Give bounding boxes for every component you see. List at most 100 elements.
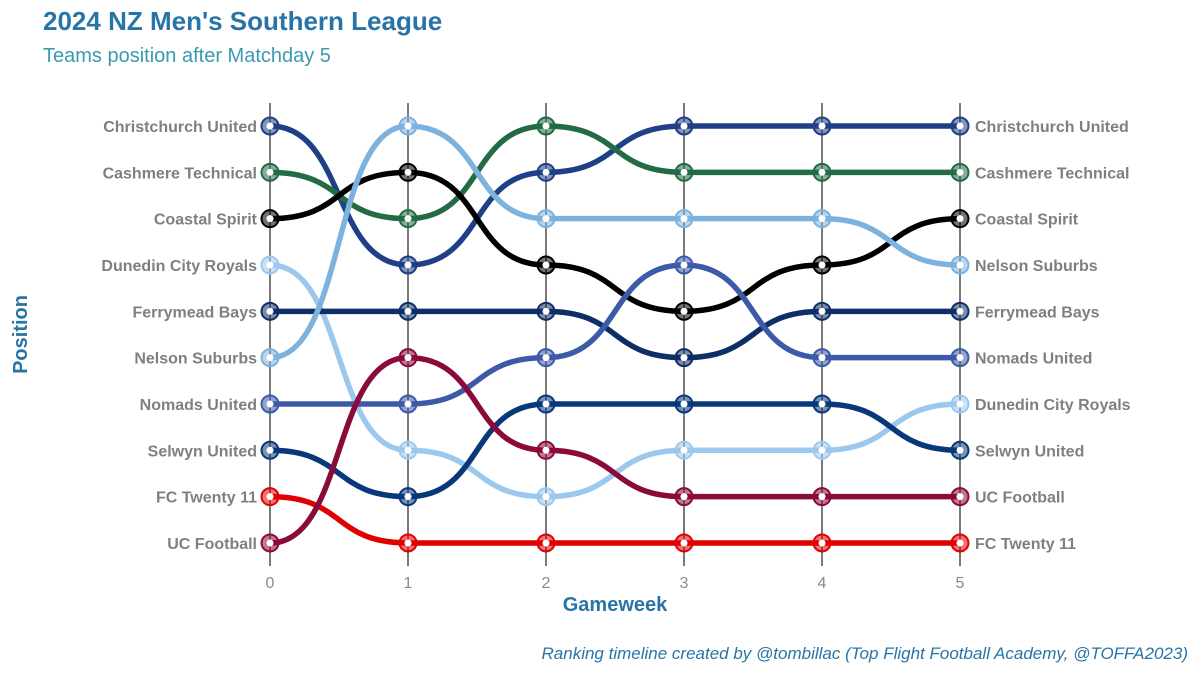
chart-subtitle: Teams position after Matchday 5: [43, 45, 331, 67]
data-point-center-9-1: [404, 354, 412, 362]
series-line-7: [267, 401, 963, 500]
x-tick-label: 0: [266, 575, 275, 592]
right-team-label: Selwyn United: [975, 443, 1084, 460]
data-point-center-2-0: [266, 215, 274, 223]
data-point-center-9-0: [266, 539, 274, 547]
data-point-center-4-3: [680, 354, 688, 362]
data-point-center-2-4: [818, 261, 826, 269]
right-team-label: Ferrymead Bays: [975, 304, 1100, 321]
data-point-center-3-1: [404, 446, 412, 454]
data-point-center-6-1: [404, 400, 412, 408]
data-point-center-4-5: [956, 307, 964, 315]
right-team-label: Coastal Spirit: [975, 212, 1079, 229]
data-point-center-4-1: [404, 307, 412, 315]
data-point-center-9-3: [680, 493, 688, 501]
data-point-center-5-4: [818, 215, 826, 223]
data-point-center-9-4: [818, 493, 826, 501]
series-line-5: [267, 123, 963, 361]
data-point-center-2-3: [680, 307, 688, 315]
data-point-center-5-5: [956, 261, 964, 269]
y-axis-title: Position: [10, 295, 32, 374]
data-point-center-0-3: [680, 122, 688, 130]
left-team-label: Cashmere Technical: [103, 165, 257, 182]
left-team-label: Nelson Suburbs: [134, 351, 257, 368]
data-point-center-5-0: [266, 354, 274, 362]
data-point-center-0-1: [404, 261, 412, 269]
data-point-center-7-5: [956, 446, 964, 454]
data-point-center-9-2: [542, 446, 550, 454]
data-point-center-5-3: [680, 215, 688, 223]
data-point-center-0-2: [542, 168, 550, 176]
data-point-center-0-0: [266, 122, 274, 130]
data-point-center-8-2: [542, 539, 550, 547]
series-line-9: [267, 354, 963, 546]
data-point-center-6-3: [680, 261, 688, 269]
series-line-8: [267, 493, 963, 546]
data-point-center-7-3: [680, 400, 688, 408]
data-point-center-0-4: [818, 122, 826, 130]
chart-title: 2024 NZ Men's Southern League: [43, 6, 443, 36]
right-team-label: UC Football: [975, 490, 1065, 507]
data-point-center-8-5: [956, 539, 964, 547]
data-point-center-3-4: [818, 446, 826, 454]
data-point-center-7-1: [404, 493, 412, 501]
left-team-label: Nomads United: [140, 397, 257, 414]
data-point-center-6-4: [818, 354, 826, 362]
right-team-label: Nomads United: [975, 351, 1092, 368]
data-point-center-1-1: [404, 215, 412, 223]
data-point-center-1-5: [956, 168, 964, 176]
right-team-label: Christchurch United: [975, 119, 1129, 136]
data-point-center-1-0: [266, 168, 274, 176]
x-tick-label: 5: [956, 575, 965, 592]
data-point-center-5-1: [404, 122, 412, 130]
data-point-center-7-2: [542, 400, 550, 408]
data-point-center-3-0: [266, 261, 274, 269]
data-point-center-3-3: [680, 446, 688, 454]
data-point-center-8-4: [818, 539, 826, 547]
left-team-label: UC Football: [167, 536, 257, 553]
data-point-center-2-1: [404, 168, 412, 176]
data-point-center-0-5: [956, 122, 964, 130]
data-point-center-4-0: [266, 307, 274, 315]
series-line-3: [267, 262, 963, 500]
data-point-center-9-5: [956, 493, 964, 501]
left-team-label: Christchurch United: [103, 119, 257, 136]
x-tick-label: 2: [542, 575, 551, 592]
right-team-label: Nelson Suburbs: [975, 258, 1098, 275]
data-point-center-6-5: [956, 354, 964, 362]
right-team-label: Cashmere Technical: [975, 165, 1129, 182]
series-line-1: [267, 123, 963, 222]
left-team-label: Ferrymead Bays: [132, 304, 257, 321]
series-line-2: [267, 169, 963, 315]
data-point-center-2-5: [956, 215, 964, 223]
data-point-center-4-4: [818, 307, 826, 315]
right-team-label: FC Twenty 11: [975, 536, 1076, 553]
x-tick-label: 1: [404, 575, 413, 592]
data-point-center-1-4: [818, 168, 826, 176]
data-point-center-7-0: [266, 446, 274, 454]
data-point-center-3-2: [542, 493, 550, 501]
left-team-label: Dunedin City Royals: [101, 258, 257, 275]
left-team-label: Coastal Spirit: [154, 212, 258, 229]
data-point-center-4-2: [542, 307, 550, 315]
data-point-center-8-1: [404, 539, 412, 547]
data-point-center-3-5: [956, 400, 964, 408]
chart-caption: Ranking timeline created by @tombillac (…: [541, 644, 1188, 663]
data-point-center-1-3: [680, 168, 688, 176]
series-line-4: [267, 308, 963, 361]
x-tick-label: 3: [680, 575, 689, 592]
data-point-center-7-4: [818, 400, 826, 408]
left-team-label: Selwyn United: [148, 443, 257, 460]
data-point-center-5-2: [542, 215, 550, 223]
left-team-label: FC Twenty 11: [156, 490, 257, 507]
data-point-center-8-0: [266, 493, 274, 501]
right-team-label: Dunedin City Royals: [975, 397, 1131, 414]
data-point-center-8-3: [680, 539, 688, 547]
data-point-center-2-2: [542, 261, 550, 269]
x-axis-title: Gameweek: [563, 594, 668, 616]
data-point-center-6-0: [266, 400, 274, 408]
data-point-center-6-2: [542, 354, 550, 362]
data-point-center-1-2: [542, 122, 550, 130]
x-tick-label: 4: [818, 575, 827, 592]
